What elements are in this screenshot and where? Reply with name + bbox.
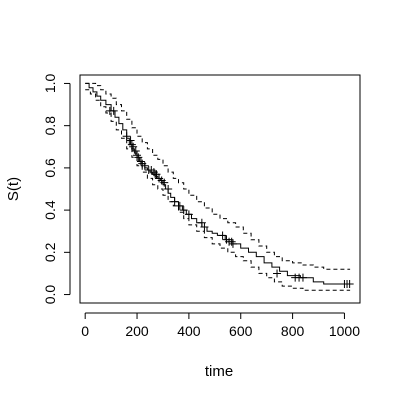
survival-curve-line [85,82,351,285]
x-axis-title: time [205,363,233,380]
censor-mark [164,185,173,193]
censor-mark [134,153,143,162]
censor-mark [298,273,307,282]
censor-mark [228,239,237,248]
censor-mark [152,170,161,179]
x-tick-label: 200 [125,323,149,339]
plot-frame [79,74,361,304]
x-tick-label: 800 [281,323,305,339]
censor-mark [197,218,206,227]
censor-mark [218,231,227,240]
censor-mark [129,142,138,151]
censor-mark [179,206,188,215]
censor-mark [131,147,140,155]
censor-mark [140,161,149,170]
series-layer [85,82,354,291]
lower-confidence-line [85,89,351,291]
censor-mark [109,106,118,115]
censor-mark [126,136,135,145]
censor-mark [133,151,142,160]
censor-mark [175,201,184,210]
y-tick-label: 0.0 [42,285,58,305]
y-tick-label: 1.0 [42,74,58,94]
censor-mark [136,157,145,166]
y-tick-label: 0.2 [42,242,58,262]
censor-mark [184,210,193,219]
axis-layer: 0 200 400 600 800 1000 0.0 0.2 0.4 0.6 0.8 1.0 [42,74,360,339]
x-tick-label: 0 [81,323,89,339]
censor-mark [345,280,354,288]
censor-mark [200,223,209,231]
upper-confidence-line [85,82,351,270]
censor-mark [122,132,131,141]
censor-mark [127,140,136,149]
y-tick-label: 0.4 [42,200,58,220]
x-tick-label: 600 [229,323,253,339]
censor-mark [170,197,179,206]
x-tick-label: 1000 [329,323,360,339]
censor-marks [105,106,354,288]
censor-mark [227,237,236,246]
censor-mark [160,178,169,187]
y-axis-title: S(t) [5,177,22,201]
censor-mark [273,269,282,278]
y-tick-label: 0.6 [42,158,58,178]
y-tick-label: 0.8 [42,116,58,136]
x-tick-label: 400 [177,323,201,339]
